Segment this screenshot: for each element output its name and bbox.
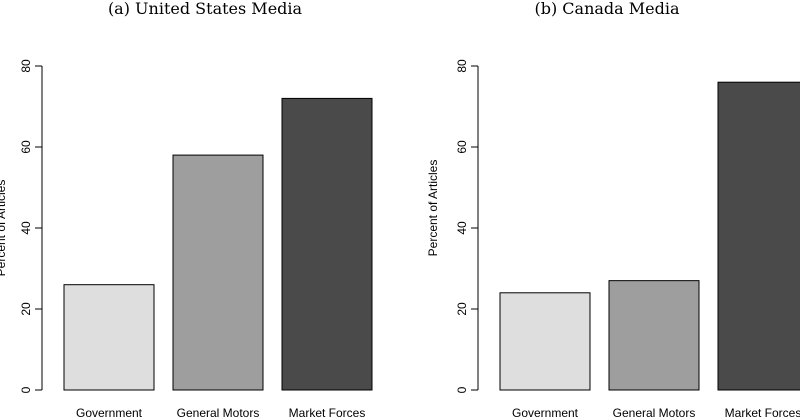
y-axis-label: Percent of Articles xyxy=(0,180,8,277)
category-label: Market Forces xyxy=(289,406,366,419)
y-axis-label: Percent of Articles xyxy=(426,160,440,257)
bar-government xyxy=(499,292,591,391)
y-axis: 0 20 40 60 80 xyxy=(455,59,479,393)
y-tick-label: 60 xyxy=(455,140,469,154)
y-tick-label: 20 xyxy=(19,302,33,316)
y-tick-label: 80 xyxy=(455,59,469,73)
category-label: Market Forces xyxy=(725,406,800,419)
bars xyxy=(63,97,373,391)
bar-market-forces xyxy=(281,97,373,391)
bars xyxy=(499,81,800,391)
y-tick-label: 0 xyxy=(19,386,33,393)
category-labels: Government General Motors Market Forces xyxy=(512,406,800,419)
category-label: Government xyxy=(512,406,579,419)
bar-general-motors xyxy=(172,154,264,391)
y-tick-label: 60 xyxy=(19,140,33,154)
category-label: General Motors xyxy=(177,406,260,419)
bar-government xyxy=(63,284,155,391)
y-tick-label: 40 xyxy=(19,221,33,235)
category-label: Government xyxy=(76,406,143,419)
panel-canada-media: (b) Canada Media Percent of Articles 0 20… xyxy=(426,0,800,419)
y-tick-label: 40 xyxy=(455,221,469,235)
y-axis: 0 20 40 60 80 xyxy=(19,59,43,393)
y-tick-label: 20 xyxy=(455,302,469,316)
bar-market-forces xyxy=(717,81,800,391)
y-tick-label: 80 xyxy=(19,59,33,73)
chart-title: (b) Canada Media xyxy=(534,0,680,18)
chart-title: (a) United States Media xyxy=(108,0,303,18)
category-label: General Motors xyxy=(613,406,696,419)
category-labels: Government General Motors Market Forces xyxy=(76,406,365,419)
panel-us-media: (a) United States Media Percent of Artic… xyxy=(0,0,373,419)
y-tick-label: 0 xyxy=(455,386,469,393)
bar-general-motors xyxy=(608,280,700,391)
